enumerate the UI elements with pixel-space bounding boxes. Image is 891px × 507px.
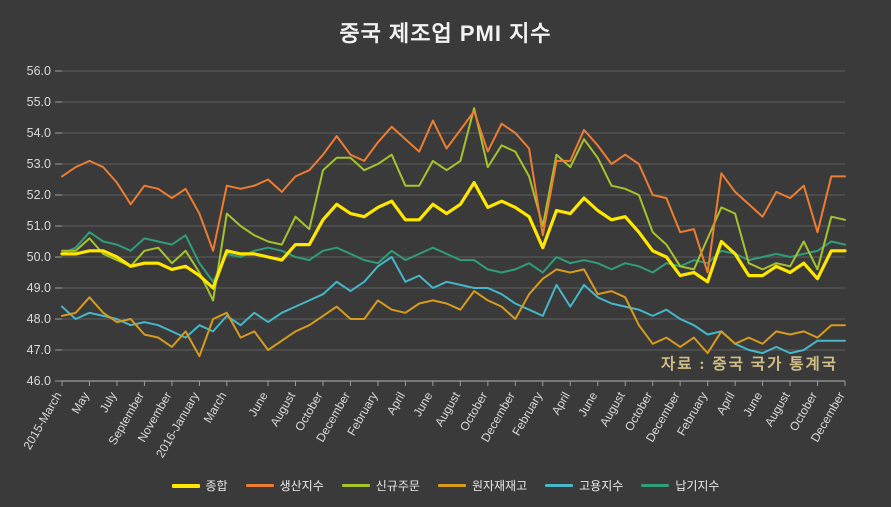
y-tick-label: 50.0 [27, 250, 51, 264]
legend-item-raw-materials-inventory: 원자재재고 [437, 477, 528, 494]
x-tick-label: April [714, 390, 738, 418]
x-tick-label: July [97, 390, 120, 415]
legend-item-new-orders: 신규주문 [341, 477, 420, 494]
x-axis-tick-labels: 2015-March May JulySeptemberNovember2016-J… [20, 389, 847, 460]
x-tick-label: May [69, 390, 92, 417]
x-tick-label: 2015-March [20, 390, 64, 452]
series-line-employment [61, 256, 846, 355]
y-tick-label: 47.0 [27, 343, 51, 357]
series-line-new-orders [61, 107, 846, 302]
data-series-lines [60, 107, 847, 358]
x-tick-label: April [384, 390, 408, 418]
chart-title: 중국 제조업 PMI 지수 [339, 21, 552, 46]
y-tick-label: 52.0 [27, 188, 51, 202]
axis-lines [55, 70, 846, 386]
legend-item-employment: 고용지수 [545, 477, 623, 494]
legend-swatch-composite [171, 483, 200, 488]
series-line-raw-materials-inventory [61, 268, 846, 358]
legend-swatch-production [245, 484, 274, 487]
legend-label-raw-materials-inventory: 원자재재고 [471, 479, 528, 493]
source-note: 자료 : 중국 국가 통계국 [661, 354, 838, 373]
y-tick-label: 49.0 [27, 281, 51, 295]
legend-swatch-employment [545, 484, 574, 487]
y-tick-label: 54.0 [27, 126, 51, 140]
x-tick-label: June [740, 389, 765, 419]
x-tick-label: March [201, 390, 230, 426]
legend-item-composite: 종합 [171, 477, 228, 494]
y-tick-label: 48.0 [27, 312, 51, 326]
y-tick-label: 46.0 [27, 374, 51, 388]
legend-swatch-delivery [641, 484, 670, 487]
y-tick-label: 56.0 [27, 64, 51, 78]
legend-swatch-new-orders [341, 484, 370, 487]
legend-item-delivery: 납기지수 [641, 477, 719, 494]
y-axis-tick-labels: 56.0 55.0 54.0 53.0 52.0 51.0 50.0 49.0 48.0 47.0… [27, 64, 51, 388]
legend-label-production: 생산지수 [279, 479, 324, 493]
series-line-composite [60, 181, 847, 290]
y-tick-label: 55.0 [27, 95, 51, 109]
y-tick-label: 53.0 [27, 157, 51, 171]
chart-legend: 종합 생산지수 신규주문 원자재재고 고용지수 납기지수 [0, 477, 891, 494]
legend-label-new-orders: 신규주문 [375, 479, 420, 493]
series-line-production [61, 110, 846, 274]
legend-label-composite: 종합 [205, 479, 228, 493]
legend-item-production: 생산지수 [245, 477, 324, 494]
legend-label-employment: 고용지수 [579, 479, 624, 493]
x-tick-label: June [575, 389, 600, 419]
x-tick-label: June [410, 389, 435, 419]
legend-swatch-raw-materials-inventory [437, 484, 466, 487]
x-tick-label: June [246, 389, 271, 419]
legend-label-delivery: 납기지수 [675, 479, 720, 493]
x-tick-label: April [549, 390, 573, 418]
y-tick-label: 51.0 [27, 219, 51, 233]
